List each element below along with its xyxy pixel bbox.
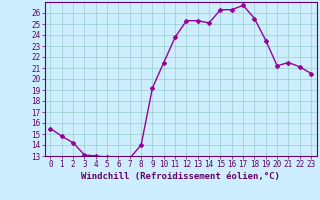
X-axis label: Windchill (Refroidissement éolien,°C): Windchill (Refroidissement éolien,°C) [81, 172, 280, 181]
